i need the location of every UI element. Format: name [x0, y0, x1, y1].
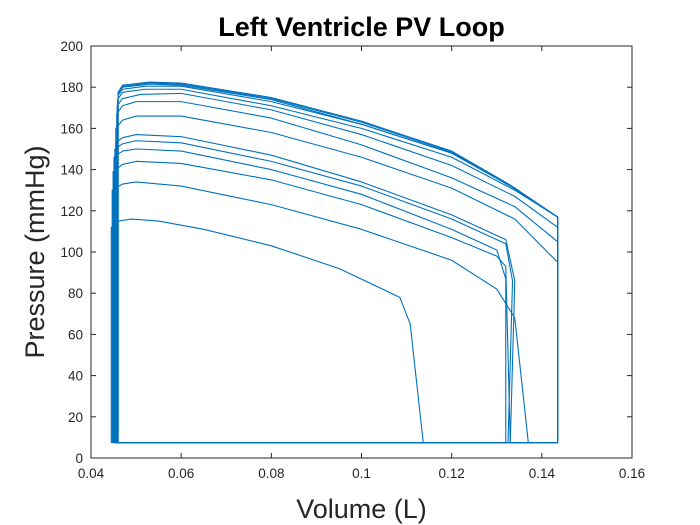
- data-layer: [110, 81, 559, 444]
- y-tick-label: 20: [68, 410, 83, 425]
- x-tick-label: 0.06: [168, 466, 194, 481]
- y-tick-label: 180: [60, 80, 83, 95]
- y-tick-label: 160: [60, 121, 83, 136]
- x-tick-label: 0.12: [439, 466, 465, 481]
- x-tick-label: 0.16: [619, 466, 645, 481]
- y-tick-label: 40: [68, 369, 83, 384]
- pv-loop-series-2: [111, 181, 529, 444]
- plot-area: [91, 46, 632, 458]
- y-tick-label: 140: [60, 163, 83, 178]
- pv-loop-series-5: [114, 140, 514, 444]
- ticks-layer: 0.04 0.06 0.08 0.1 0.12 0.14 0.16 0 20 40 60 80 100 1…: [60, 39, 645, 481]
- pv-loop-series-3: [112, 160, 511, 444]
- pv-loop-series-1: [110, 218, 424, 444]
- y-tick-label: 120: [60, 204, 83, 219]
- x-axis-label: Volume (L): [296, 494, 427, 524]
- y-axis-label: Pressure (mmHg): [20, 145, 50, 358]
- y-tick-label: 80: [68, 286, 83, 301]
- chart-title: Left Ventricle PV Loop: [218, 12, 505, 42]
- pv-loop-series-7: [115, 115, 559, 444]
- axes-box: [90, 45, 633, 459]
- x-tick-label: 0.08: [258, 466, 284, 481]
- y-tick-label: 200: [60, 39, 83, 54]
- pv-loop-series-4: [113, 148, 507, 444]
- y-tick-label: 100: [60, 245, 83, 260]
- y-tick-label: 0: [75, 451, 83, 466]
- y-tick-label: 60: [68, 327, 83, 342]
- x-tick-label: 0.1: [352, 466, 371, 481]
- x-tick-label: 0.04: [78, 466, 105, 481]
- x-tick-label: 0.14: [529, 466, 556, 481]
- pv-loop-series-14: [117, 81, 559, 444]
